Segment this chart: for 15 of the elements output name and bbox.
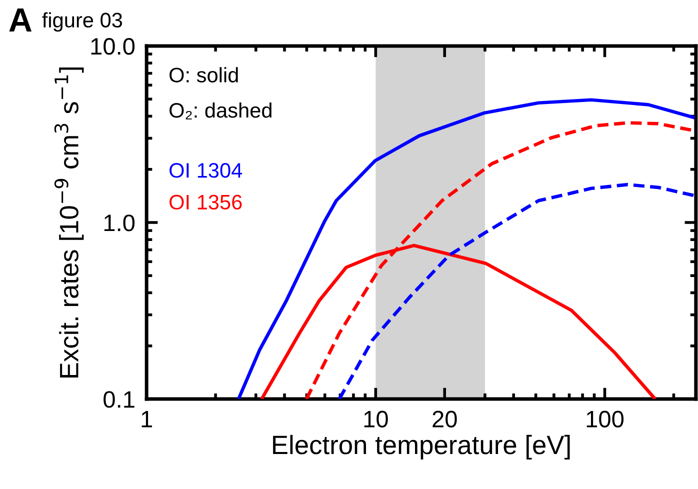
text: A [9,8,32,32]
caption: figure 03 [42,12,122,32]
text: OI 1356 [170,194,242,210]
text: OI 1304 [170,163,242,178]
x-tick-label: 100 [586,410,624,428]
x-axis-title: Electron temperature [eV] [273,434,570,460]
x-tick-label: 1 [142,411,152,428]
annotation: O₂: dashed [170,102,272,120]
y-tick-label: 10.0 [91,38,135,55]
y-tick-label: 0.1 [104,391,134,408]
y-tick-label: 1.0 [104,214,135,232]
annotation: O: solid [170,67,238,82]
y-axis-title: Excit. rates [10$^{−9}$ cm$^{3}$ s$^{−1}$] [54,67,84,378]
x-tick-label: 20 [432,410,457,428]
x-tick-label: 10 [364,410,388,428]
